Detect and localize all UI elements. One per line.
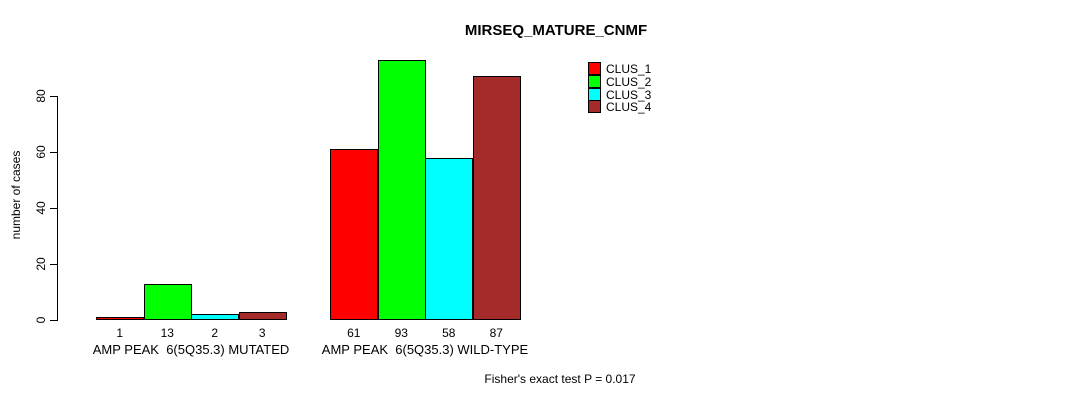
legend-label-clus_2: CLUS_2 <box>606 74 652 89</box>
legend-swatch-clus_2 <box>588 74 601 88</box>
y-axis-tick <box>50 151 57 153</box>
bar-clus_2-group2 <box>377 59 426 320</box>
bar-value-label: 58 <box>442 326 456 340</box>
y-axis-line <box>57 96 58 321</box>
bar-clus_3-group1 <box>191 314 239 320</box>
bar-clus_1-group1 <box>96 317 144 320</box>
legend-label-clus_1: CLUS_1 <box>606 62 652 76</box>
bar-clus_3-group2 <box>425 157 473 320</box>
bar-clus_1-group2 <box>330 149 378 320</box>
y-tick-label: 20 <box>34 257 48 271</box>
y-tick-label: 80 <box>34 89 48 103</box>
y-tick-label: 60 <box>34 145 48 159</box>
legend-label-clus_4: CLUS_4 <box>606 100 652 115</box>
legend-swatch-clus_4 <box>588 100 601 114</box>
bar-clus_2-group1 <box>143 283 192 320</box>
chart-title: MIRSEQ_MATURE_CNMF <box>464 22 648 39</box>
y-axis-tick <box>50 319 57 321</box>
y-tick-label: 40 <box>34 201 48 215</box>
y-tick-label: 0 <box>34 316 48 324</box>
category-label-group1: AMP PEAK 6(5Q35.3) MUTATED <box>92 342 290 357</box>
bar-value-label: 93 <box>394 326 408 340</box>
category-label-group2: AMP PEAK 6(5Q35.3) WILD-TYPE <box>321 342 529 357</box>
y-axis-tick <box>50 207 57 209</box>
y-axis-title: number of cases <box>9 150 23 240</box>
bar-value-label: 2 <box>211 326 219 340</box>
bar-value-label: 3 <box>258 326 266 340</box>
bar-clus_4-group1 <box>238 311 287 320</box>
y-axis-tick <box>50 95 57 97</box>
bar-clus_4-group2 <box>472 76 521 320</box>
bar-value-label: 61 <box>347 326 361 340</box>
bar-value-label: 87 <box>489 326 503 340</box>
y-axis-tick <box>50 263 57 265</box>
bar-value-label: 13 <box>160 326 174 340</box>
legend-label-clus_3: CLUS_3 <box>606 87 652 102</box>
fisher-test-note: Fisher's exact test P = 0.017 <box>484 372 636 386</box>
bar-value-label: 1 <box>116 326 124 340</box>
legend-swatch-clus_1 <box>588 62 601 75</box>
legend-swatch-clus_3 <box>588 87 601 101</box>
